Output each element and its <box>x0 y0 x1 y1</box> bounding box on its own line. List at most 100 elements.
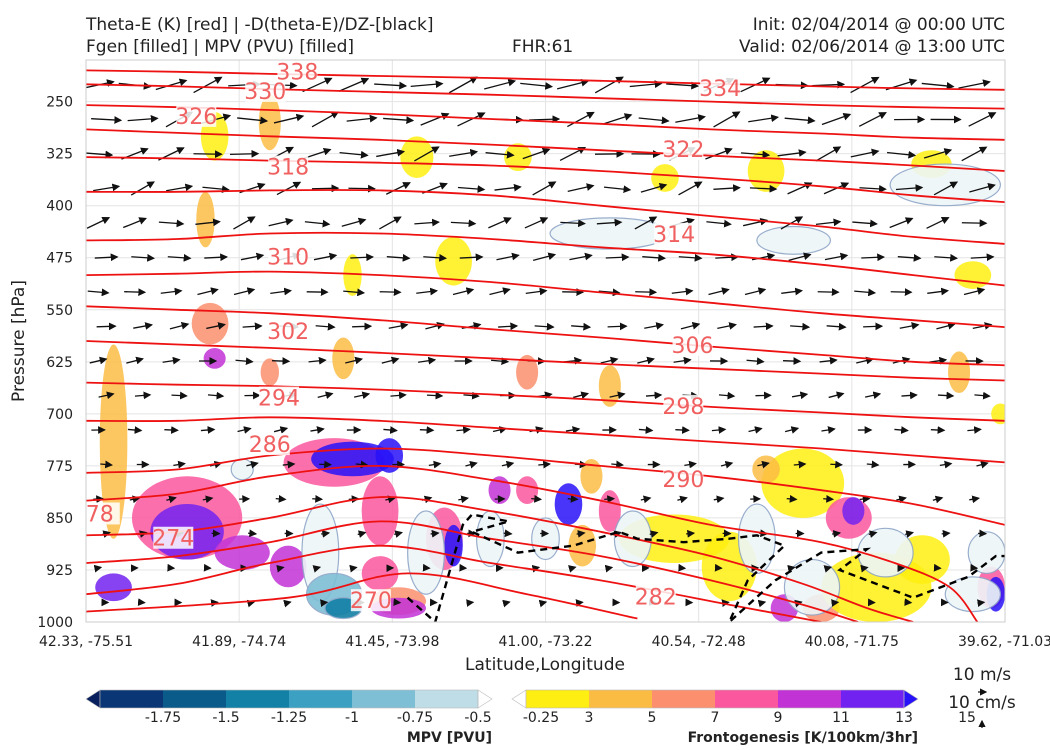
wind-vector <box>757 599 767 608</box>
wind-vector <box>501 460 515 469</box>
theta-e-label: 286 <box>249 433 291 458</box>
wind-vector <box>594 76 624 94</box>
theta-e-contour-286 <box>86 464 979 622</box>
wind-vector <box>312 565 322 573</box>
wind-vector <box>276 564 285 573</box>
wind-vector <box>164 426 179 434</box>
theta-e-label-bg <box>153 526 194 549</box>
wind-vector <box>649 530 659 538</box>
theta-e-contour-326 <box>86 128 1005 172</box>
colorbar-tick-label: -0.25 <box>523 710 559 726</box>
wind-vector <box>933 181 959 196</box>
wind-vector <box>89 356 108 365</box>
wind-vector <box>246 460 259 469</box>
wind-vector <box>854 288 877 297</box>
theta-e-label: 78 <box>86 502 114 527</box>
wind-vector <box>640 182 668 193</box>
theta-e-label-bg <box>663 394 704 417</box>
ddz-dashed-contour <box>406 513 1005 622</box>
theta-e-contour-294 <box>86 416 1005 464</box>
y-tick-label: 925 <box>46 563 73 579</box>
mpv-fill-blob <box>531 517 560 561</box>
wind-vector <box>678 253 703 262</box>
theta-e-label: 298 <box>662 395 704 420</box>
wind-vectors <box>86 76 997 608</box>
wind-vector <box>784 426 800 434</box>
theta-e-contour-318 <box>86 189 1005 245</box>
colorbar-tip-left <box>511 689 527 709</box>
wind-vector <box>450 219 477 228</box>
wind-vector <box>790 322 811 331</box>
mpv-colorbar-title: MPV [PVU] <box>407 730 492 746</box>
wind-vector <box>666 81 700 90</box>
wind-vector <box>791 391 809 400</box>
wind-vector <box>162 356 181 365</box>
fgen-fill-blob <box>343 254 362 296</box>
x-axis-label: Latitude,Longitude <box>465 655 625 675</box>
wind-vector <box>706 219 732 228</box>
theta-e-label: 326 <box>175 105 217 130</box>
fgen-fill-blob <box>95 573 132 602</box>
y-tick-label: 1000 <box>37 615 73 631</box>
y-tick-label: 475 <box>46 251 73 267</box>
wind-vector <box>171 391 188 400</box>
wind-vector <box>160 287 183 296</box>
fgen-fill-blob <box>203 347 226 369</box>
wind-vector <box>894 426 909 434</box>
theta-e-label-bg <box>245 79 286 102</box>
theta-e-label: 338 <box>276 60 318 85</box>
wind-vector <box>272 357 291 365</box>
theta-e-label: 314 <box>653 223 695 248</box>
wind-vector <box>968 112 997 127</box>
wind-vector <box>345 356 364 365</box>
wind-vector <box>127 114 159 123</box>
wind-vector <box>240 252 265 261</box>
theta-e-contour-274 <box>86 544 822 622</box>
wind-vector <box>410 80 444 89</box>
fgen-fill-blob <box>260 358 279 387</box>
wind-vector <box>376 148 406 158</box>
wind-vector <box>489 287 511 296</box>
wind-vector <box>571 322 592 331</box>
wind-vector <box>675 114 706 123</box>
wind-vector <box>568 565 577 573</box>
wind-vector <box>815 218 842 227</box>
wind-vector <box>976 460 989 469</box>
wind-vector <box>385 182 411 195</box>
wind-vector <box>852 219 878 228</box>
wind-vector <box>349 564 358 573</box>
colorbar-tick-label: 9 <box>774 710 783 726</box>
theta-e-label-bg <box>700 77 741 100</box>
wind-vector <box>637 356 655 365</box>
fgen-fill-blob <box>269 545 307 588</box>
wind-vector <box>100 460 113 469</box>
wind-vector <box>932 495 944 504</box>
wind-vector <box>317 391 334 400</box>
chart-title-line2: Fgen [filled] | MPV (PVU) [filled] <box>86 37 355 57</box>
wind-vector <box>721 599 730 607</box>
colorbar-tick-label: 7 <box>711 710 720 726</box>
wind-vector <box>958 79 991 89</box>
fgen-fill-blob <box>435 236 472 286</box>
wind-vector <box>273 426 289 434</box>
wind-vector <box>713 184 741 192</box>
fgen-fill-blob <box>400 136 434 178</box>
theta-e-contour-330 <box>86 104 1005 141</box>
wind-vector <box>705 147 733 160</box>
wind-vector <box>270 287 293 296</box>
x-tick-label: 40.08, -71.75 <box>805 634 899 650</box>
wind-vector <box>131 253 155 262</box>
wind-vector <box>355 460 369 469</box>
wind-vector <box>350 253 375 262</box>
colorbar-segment <box>415 690 479 708</box>
wind-vector <box>783 357 802 365</box>
wind-vector <box>684 460 697 469</box>
wind-vector <box>320 599 329 607</box>
mpv-fill-blob <box>967 531 1005 575</box>
colorbar-tick-label: -0.5 <box>464 710 491 726</box>
wind-vector <box>385 495 396 504</box>
wind-vector <box>346 114 378 123</box>
wind-vector <box>457 112 486 127</box>
wind-vector <box>311 184 340 193</box>
wind-vector <box>484 78 517 90</box>
